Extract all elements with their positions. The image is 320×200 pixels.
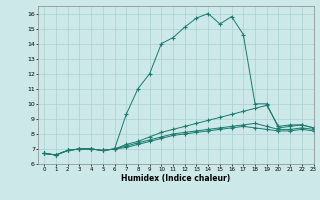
X-axis label: Humidex (Indice chaleur): Humidex (Indice chaleur) — [121, 174, 231, 183]
